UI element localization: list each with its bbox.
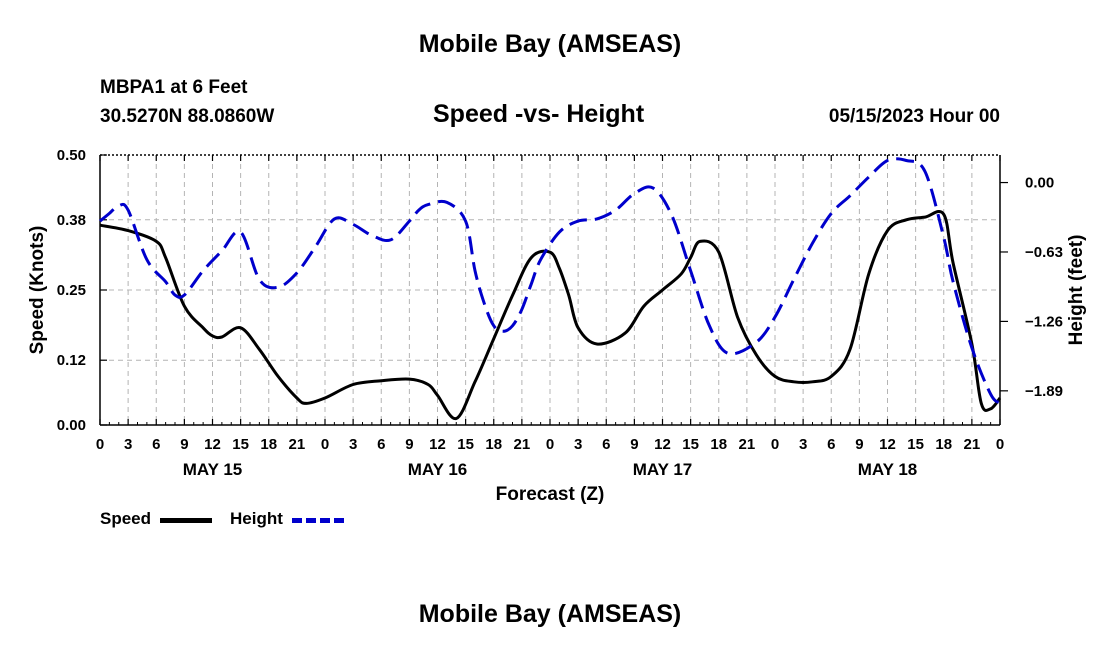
y-axis-title: Speed (Knots): [27, 226, 48, 355]
x-tick-label: 21: [964, 436, 981, 453]
x-tick-label: 12: [429, 436, 446, 453]
x-tick-label: 15: [682, 436, 699, 453]
x-axis-title: Forecast (Z): [496, 484, 605, 505]
x-tick-label: 12: [204, 436, 221, 453]
x-tick-label: 15: [232, 436, 249, 453]
x-tick-label: 3: [124, 436, 132, 453]
x-tick-label: 18: [260, 436, 277, 453]
x-tick-label: 6: [152, 436, 160, 453]
y2-axis-title: Height (feet): [1066, 235, 1087, 346]
y-tick-label: 0.38: [57, 212, 86, 229]
x-tick-label: 18: [485, 436, 502, 453]
speed-height-chart: 0 3 6 9 12 15 18 21 0 3 6 9 12 15 18 21 0 3 6 9 12 15 18 21 0 3 6 9…: [0, 0, 1100, 650]
y-tick-label: 0.25: [57, 282, 86, 299]
x-tick-label: 9: [630, 436, 638, 453]
x-day-label: MAY 18: [858, 460, 918, 479]
x-tick-label: 9: [855, 436, 863, 453]
y2-tick-label: −1.26: [1025, 313, 1063, 330]
x-tick-label: 21: [514, 436, 531, 453]
legend-height-label: Height: [230, 509, 283, 529]
x-tick-label: 15: [907, 436, 924, 453]
x-tick-label: 12: [654, 436, 671, 453]
x-tick-label: 15: [457, 436, 474, 453]
speed-series-line: [100, 211, 1000, 418]
x-day-label: MAY 15: [183, 460, 243, 479]
y-tick-label: 0.50: [57, 147, 86, 164]
x-tick-label: 3: [799, 436, 807, 453]
x-tick-label: 9: [180, 436, 188, 453]
x-tick-label: 0: [996, 436, 1004, 453]
x-tick-label: 0: [321, 436, 329, 453]
x-tick-label: 21: [289, 436, 306, 453]
x-tick-label: 12: [879, 436, 896, 453]
x-tick-label: 3: [574, 436, 582, 453]
x-tick-label: 18: [935, 436, 952, 453]
chart-footer-title: Mobile Bay (AMSEAS): [0, 600, 1100, 629]
legend-speed-label: Speed: [100, 509, 151, 529]
legend-speed-swatch: [160, 518, 212, 523]
x-tick-label: 3: [349, 436, 357, 453]
x-tick-label: 0: [546, 436, 554, 453]
x-tick-label: 18: [710, 436, 727, 453]
x-tick-label: 0: [771, 436, 779, 453]
x-tick-label: 6: [377, 436, 385, 453]
y2-tick-label: −1.89: [1025, 383, 1063, 400]
x-tick-label: 6: [602, 436, 610, 453]
x-tick-label: 9: [405, 436, 413, 453]
y-tick-label: 0.12: [57, 352, 86, 369]
x-day-label: MAY 17: [633, 460, 693, 479]
x-tick-label: 6: [827, 436, 835, 453]
y-tick-label: 0.00: [57, 417, 86, 434]
y2-tick-label: −0.63: [1025, 244, 1063, 261]
x-tick-label: 21: [739, 436, 756, 453]
x-day-label: MAY 16: [408, 460, 468, 479]
legend-height-swatch: [292, 518, 344, 523]
x-tick-label: 0: [96, 436, 104, 453]
y2-tick-label: 0.00: [1025, 175, 1054, 192]
